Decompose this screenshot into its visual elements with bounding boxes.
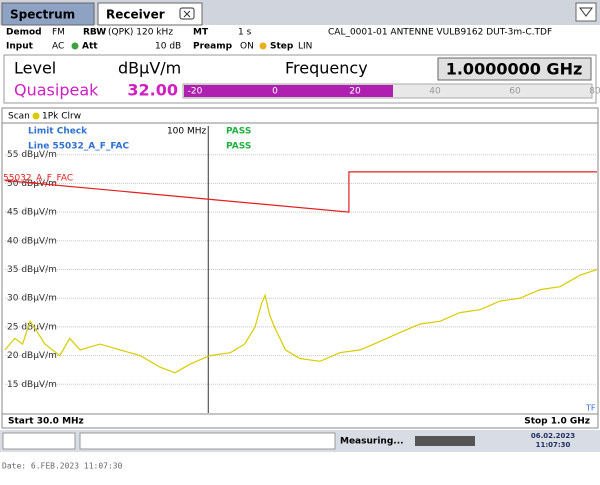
scan-label: Scan [8,112,30,122]
setting-value: LIN [298,42,312,52]
y-tick-label: 20 dBµV/m [7,351,57,361]
level-label: Level [14,59,56,78]
limit-line [4,171,597,213]
setting-value: (QPK) 120 kHz [108,28,173,38]
footer-date: Date: 6.FEB.2023 11:07:30 [2,462,123,471]
status-state: Measuring... [340,437,404,447]
corner-label: TF [585,404,596,413]
status-field [79,432,336,450]
y-tick-label: 40 dBµV/m [7,236,57,246]
limit-line-label: Line 55032_A_F_FAC [28,142,129,152]
indicator [71,42,79,50]
limit-check-label: Limit Check [28,127,88,137]
status-date: 06.02.2023 [531,432,575,440]
setting-label: RBW [83,28,106,38]
setting-label: MT [193,28,209,38]
limit-line-result: PASS [226,142,251,152]
y-tick-label: 35 dBµV/m [7,265,57,275]
setting-label: Step [270,42,294,52]
settings: Demod FM RBW (QPK) 120 kHz MT 1 s CAL_00… [6,28,552,52]
close-icon [183,10,191,18]
start-label: Start 30.0 MHz [8,417,84,427]
status-field [2,432,76,450]
tab-label[interactable]: Spectrum [10,8,75,22]
progress-icon [415,436,475,446]
status-time: 11:07:30 [536,441,571,449]
frequency-label: Frequency [285,59,368,78]
stop-label: Stop 1.0 GHz [524,417,590,427]
setting-value: 1 s [238,28,252,38]
y-tick-label: 55 dBµV/m [7,150,57,160]
y-tick-label: 15 dBµV/m [7,380,57,390]
limit-line-name: 55032_A_F_FAC [3,174,73,184]
trace-label: 1Pk Clrw [42,112,81,122]
y-tick-label: 45 dBµV/m [7,208,57,218]
bar-tick-label: 20 [349,87,361,97]
detector-label: Quasipeak [14,81,99,100]
setting-label: Input [6,42,34,52]
frequency-box[interactable] [437,57,592,81]
diagram-frame [1,107,599,429]
bar-tick-label: 0 [272,87,278,97]
setting-value: ON [240,42,254,52]
setting-value: AC [52,42,64,52]
setting-label: Att [82,42,98,52]
bar-tick-label: 80 [589,87,600,97]
level-unit: dBµV/m [118,59,181,78]
setting-label: Demod [6,28,42,38]
setting-value: CAL_0001-01 ANTENNE VULB9162 DUT-3m-C.TD… [328,28,552,38]
y-tick-label: 25 dBµV/m [7,322,57,332]
level-bar [184,85,393,97]
indicator [259,42,267,50]
frequency-value: 1.0000000 GHz [446,60,583,79]
tab-label[interactable]: Receiver [106,8,165,22]
setting-value: 10 dB [155,42,181,52]
menu-icon [579,7,593,17]
bar-tick-label: -20 [188,87,203,97]
tab-receiver[interactable] [97,2,203,26]
reading-value: 32.00 [127,81,178,100]
setting-label: Preamp [193,42,233,52]
bar-tick-label: 40 [429,87,441,97]
menu-button[interactable] [575,2,597,22]
limit-check-result: PASS [226,127,251,137]
setting-value: FM [52,28,65,38]
y-tick-label: 50 dBµV/m [7,179,57,189]
bar-tick-label: 60 [509,87,521,97]
tab-spectrum[interactable] [1,2,95,26]
trace-indicator [32,112,40,120]
trace [4,268,598,374]
y-tick-label: 30 dBµV/m [7,294,57,304]
marker-label: 100 MHz [167,127,207,137]
